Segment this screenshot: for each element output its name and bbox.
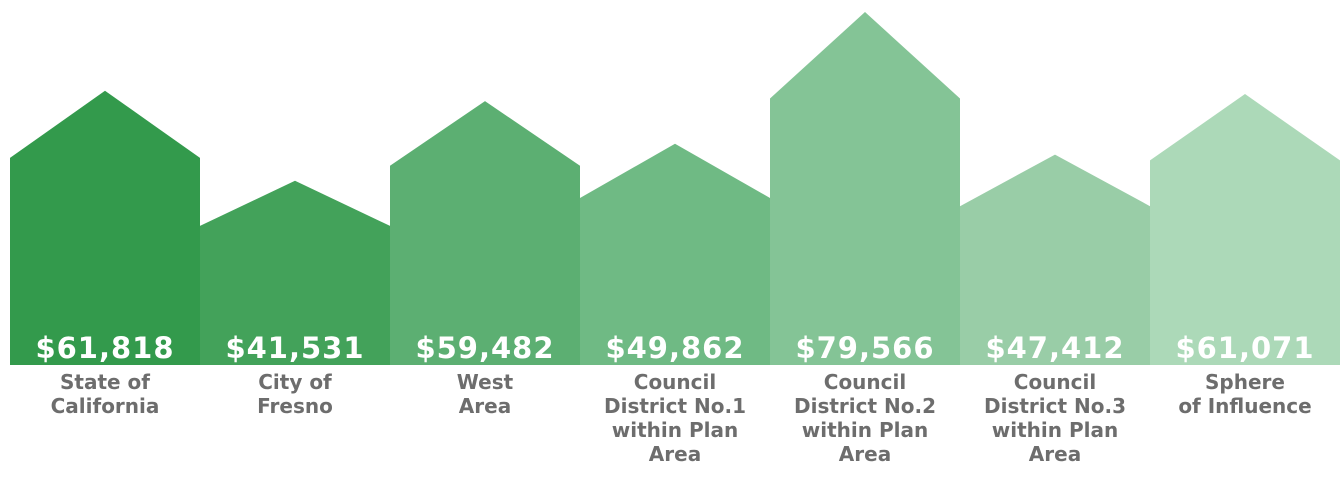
house-bar xyxy=(1150,94,1340,366)
value-label: $61,818 xyxy=(35,331,174,365)
category-label: West Area xyxy=(456,370,514,418)
house-bar xyxy=(580,143,770,365)
house-bar xyxy=(390,101,580,366)
category-label: Council District No.2 within Plan Area xyxy=(793,370,936,466)
category-label: Sphere of Influence xyxy=(1178,370,1312,418)
category-label: Council District No.3 within Plan Area xyxy=(983,370,1126,466)
value-label: $41,531 xyxy=(225,331,364,365)
category-label: State of California xyxy=(50,370,160,418)
house-bar xyxy=(770,12,960,365)
value-label: $47,412 xyxy=(985,331,1124,365)
value-label: $61,071 xyxy=(1175,331,1314,365)
house-bar xyxy=(960,154,1150,365)
category-label: Council District No.1 within Plan Area xyxy=(603,370,746,466)
value-label: $79,566 xyxy=(795,331,934,365)
house-bar xyxy=(200,180,390,365)
category-label: City of Fresno xyxy=(257,370,333,418)
value-label: $49,862 xyxy=(605,331,744,365)
house-bar xyxy=(10,90,200,365)
value-label: $59,482 xyxy=(415,331,554,365)
